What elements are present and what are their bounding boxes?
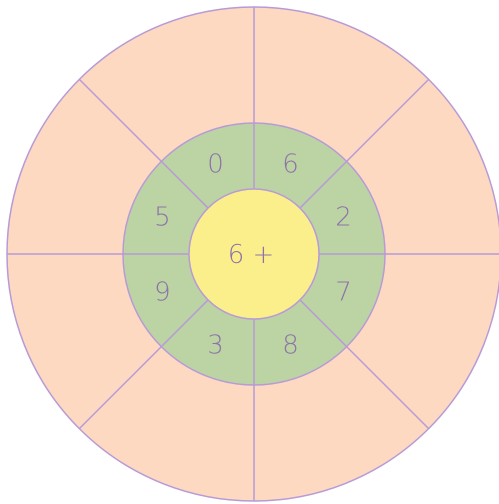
ring-divider	[160, 299, 209, 348]
ring-divider	[299, 299, 348, 348]
ring-number: 7	[335, 278, 352, 308]
ring-number: 3	[207, 331, 224, 361]
ring-dividers	[123, 123, 385, 385]
ring-number: 6	[282, 149, 299, 179]
center-circle	[188, 188, 320, 320]
center-label: 6 +	[228, 240, 275, 270]
ring-number: 9	[154, 278, 171, 308]
ring-divider	[160, 160, 209, 209]
ring-number: 5	[154, 202, 171, 232]
outer-spokes	[7, 7, 499, 501]
outer-spoke	[346, 78, 430, 162]
ring-number: 2	[335, 202, 352, 232]
ring-number: 0	[207, 149, 224, 179]
ring-number: 8	[282, 331, 299, 361]
outer-spoke	[78, 78, 162, 162]
ring-numbers: 0 6 2 7 8 3 9 5	[154, 149, 352, 360]
outer-spoke	[346, 346, 430, 430]
ring-divider	[299, 160, 348, 209]
outer-spoke	[78, 346, 162, 430]
